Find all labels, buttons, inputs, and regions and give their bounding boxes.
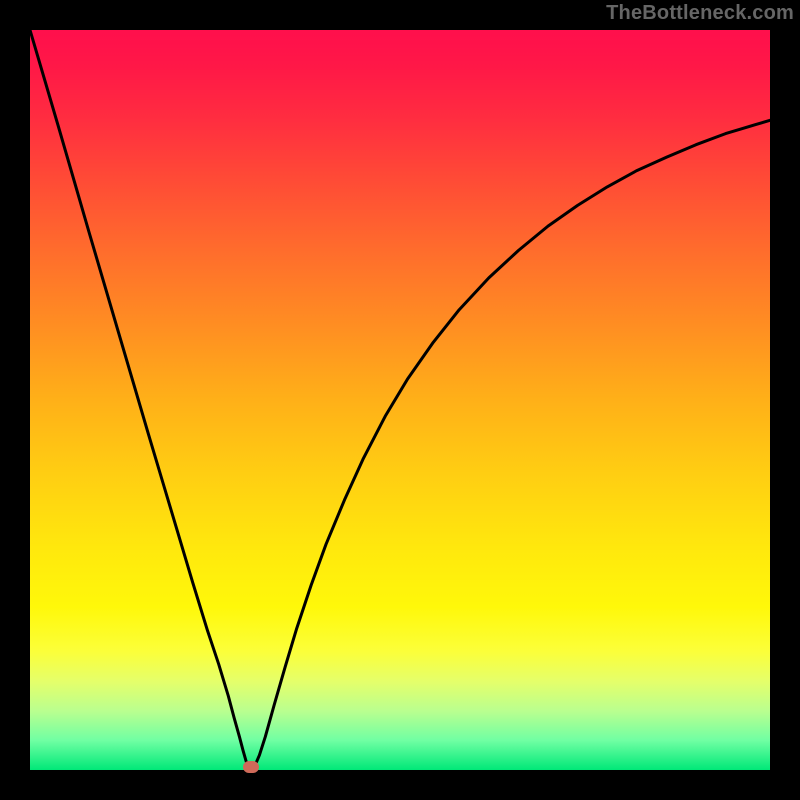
watermark-text: TheBottleneck.com [606, 2, 794, 25]
plot-area [30, 30, 770, 770]
curve-layer [30, 30, 770, 770]
bottleneck-curve [30, 30, 770, 770]
minimum-marker [243, 761, 259, 773]
